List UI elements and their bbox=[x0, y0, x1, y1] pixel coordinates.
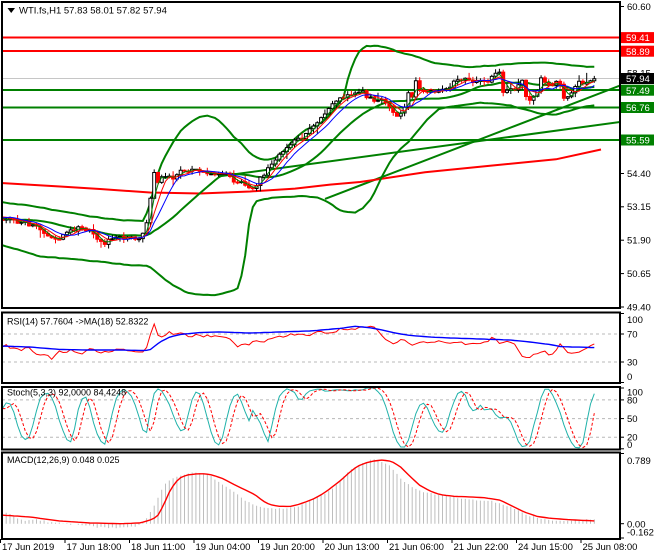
svg-text:50.65: 50.65 bbox=[627, 269, 651, 280]
svg-text:Stoch(5,3,3) 92,0000 84,4248: Stoch(5,3,3) 92,0000 84,4248 bbox=[7, 387, 126, 397]
svg-text:50: 50 bbox=[627, 414, 638, 425]
svg-text:-0.162: -0.162 bbox=[627, 527, 654, 538]
svg-text:70: 70 bbox=[627, 329, 638, 340]
svg-text:17 Jun 2019: 17 Jun 2019 bbox=[2, 542, 54, 553]
svg-text:53.15: 53.15 bbox=[627, 202, 651, 213]
svg-text:0: 0 bbox=[627, 372, 632, 383]
svg-text:19 Jun 20:00: 19 Jun 20:00 bbox=[260, 542, 315, 553]
svg-text:21 Jun 06:00: 21 Jun 06:00 bbox=[389, 542, 444, 553]
svg-text:18 Jun 11:00: 18 Jun 11:00 bbox=[131, 542, 185, 553]
svg-text:51.90: 51.90 bbox=[627, 236, 651, 247]
svg-text:0: 0 bbox=[627, 440, 632, 451]
svg-text:MACD(12,26,9) 0.048 0.025: MACD(12,26,9) 0.048 0.025 bbox=[7, 455, 120, 465]
svg-text:54.40: 54.40 bbox=[627, 169, 651, 180]
svg-text:60.60: 60.60 bbox=[627, 2, 651, 13]
svg-text:24 Jun 15:00: 24 Jun 15:00 bbox=[518, 542, 573, 553]
svg-text:21 Jun 22:00: 21 Jun 22:00 bbox=[454, 542, 509, 553]
svg-text:20 Jun 13:00: 20 Jun 13:00 bbox=[325, 542, 380, 553]
svg-text:57.49: 57.49 bbox=[626, 86, 650, 97]
svg-text:55.59: 55.59 bbox=[626, 136, 650, 147]
svg-text:WTI.fs,H1 57.83 58.01 57.82 5: WTI.fs,H1 57.83 58.01 57.82 57.94 bbox=[19, 6, 167, 17]
svg-text:49.40: 49.40 bbox=[627, 302, 651, 313]
svg-text:0.789: 0.789 bbox=[627, 456, 651, 467]
svg-text:25 Jun 08:00: 25 Jun 08:00 bbox=[583, 542, 638, 553]
svg-text:0.00: 0.00 bbox=[627, 520, 646, 531]
svg-text:RSI(14) 57.7604 ->MA(18) 52.8: RSI(14) 57.7604 ->MA(18) 52.8322 bbox=[7, 317, 148, 327]
svg-text:57.94: 57.94 bbox=[626, 74, 650, 85]
svg-text:59.41: 59.41 bbox=[626, 33, 650, 44]
svg-text:100: 100 bbox=[627, 387, 643, 398]
svg-text:100: 100 bbox=[627, 315, 643, 326]
svg-text:58.89: 58.89 bbox=[626, 47, 650, 58]
svg-text:56.76: 56.76 bbox=[626, 103, 650, 114]
svg-text:17 Jun 18:00: 17 Jun 18:00 bbox=[67, 542, 122, 553]
svg-text:19 Jun 04:00: 19 Jun 04:00 bbox=[196, 542, 251, 553]
svg-text:20: 20 bbox=[627, 433, 638, 444]
svg-text:80: 80 bbox=[627, 395, 638, 406]
svg-text:30: 30 bbox=[627, 357, 638, 368]
